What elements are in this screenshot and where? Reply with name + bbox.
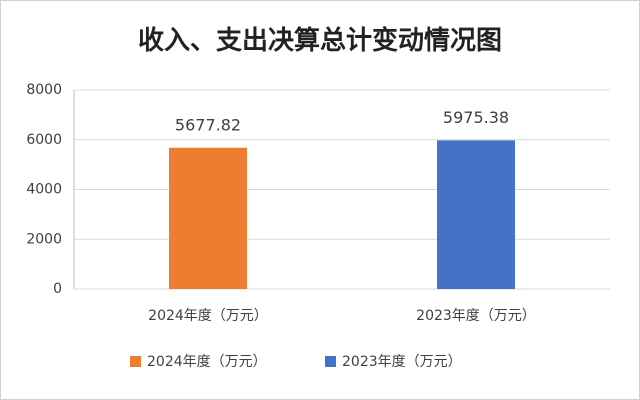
legend-label: 2023年度（万元） xyxy=(342,354,462,370)
legend-label: 2024年度（万元） xyxy=(147,354,267,370)
x-tick-label: 2023年度（万元） xyxy=(416,308,536,324)
data-label: 5677.82 xyxy=(175,115,241,134)
y-tick-label: 6000 xyxy=(26,132,62,148)
x-tick-label: 2024年度（万元） xyxy=(148,308,268,324)
legend-swatch xyxy=(130,356,141,367)
bar xyxy=(169,147,247,289)
chart-title: 收入、支出决算总计变动情况图 xyxy=(138,25,502,56)
legend-swatch xyxy=(325,356,336,367)
bar xyxy=(437,140,515,289)
y-tick-label: 0 xyxy=(53,281,62,297)
y-tick-label: 2000 xyxy=(26,231,62,247)
data-label: 5975.38 xyxy=(443,108,509,127)
y-tick-label: 4000 xyxy=(26,182,62,198)
y-tick-label: 8000 xyxy=(26,82,62,98)
